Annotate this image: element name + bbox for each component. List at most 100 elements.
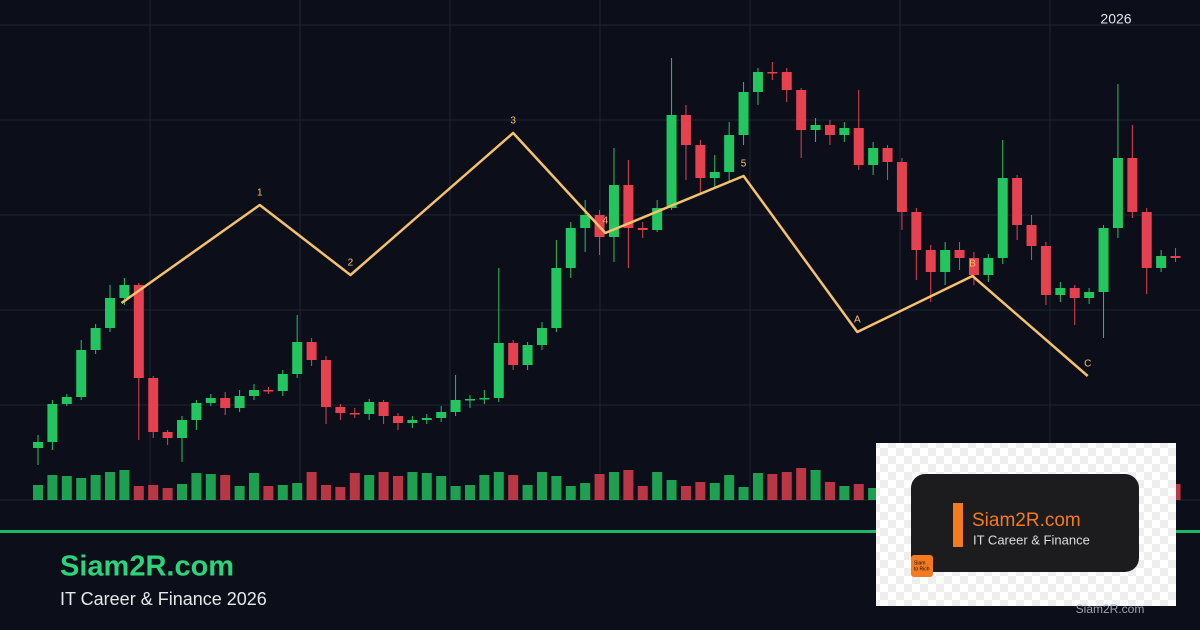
candle-body bbox=[1069, 288, 1080, 298]
candle-body bbox=[61, 397, 72, 404]
candle-body bbox=[1084, 292, 1095, 298]
volume-bar bbox=[76, 478, 87, 500]
candle-body bbox=[1127, 158, 1138, 212]
volume-bar bbox=[796, 468, 807, 500]
candle-body bbox=[133, 285, 144, 378]
wave-label: B bbox=[969, 259, 976, 270]
volume-bar bbox=[738, 487, 749, 500]
candle-body bbox=[680, 115, 691, 145]
badge-bar bbox=[953, 503, 963, 547]
badge-subtitle: IT Career & Finance bbox=[973, 532, 1090, 547]
volume-bar bbox=[148, 485, 159, 500]
candle-body bbox=[781, 72, 792, 90]
wave-label: A bbox=[854, 315, 861, 326]
candle-body bbox=[882, 148, 893, 162]
volume-bar bbox=[680, 486, 691, 500]
candle-body bbox=[724, 135, 735, 172]
candle-body bbox=[824, 125, 835, 135]
volume-bar bbox=[162, 488, 173, 500]
candle-body bbox=[522, 345, 533, 365]
candle-body bbox=[1055, 288, 1066, 295]
volume-bar bbox=[90, 475, 101, 500]
volume-bar bbox=[824, 482, 835, 500]
badge: Siam2R.com IT Career & Finance Siam to R… bbox=[876, 443, 1176, 606]
volume-bar bbox=[479, 475, 490, 500]
volume-bar bbox=[810, 470, 821, 500]
volume-bar bbox=[450, 486, 461, 500]
candle-body bbox=[306, 342, 317, 360]
candle-body bbox=[551, 268, 562, 328]
volume-bar bbox=[349, 473, 360, 500]
candle-body bbox=[90, 328, 101, 350]
candle-body bbox=[292, 342, 303, 374]
volume-bar bbox=[536, 472, 547, 500]
candle-body bbox=[925, 250, 936, 272]
candle-body bbox=[234, 396, 245, 408]
candle-body bbox=[709, 172, 720, 178]
candle-body bbox=[637, 228, 648, 230]
candle-body bbox=[868, 148, 879, 165]
volume-bar bbox=[263, 486, 274, 500]
candle-body bbox=[493, 343, 504, 398]
candle-body bbox=[191, 403, 202, 420]
candle-body bbox=[479, 398, 490, 400]
candle-body bbox=[1098, 228, 1109, 292]
candle-body bbox=[666, 115, 677, 208]
candle-body bbox=[76, 350, 87, 397]
candle-body bbox=[968, 258, 979, 275]
candle-body bbox=[565, 228, 576, 268]
brand-title: Siam2R.com bbox=[60, 551, 234, 583]
volume-bar bbox=[436, 476, 447, 500]
wave-label: 3 bbox=[510, 116, 516, 127]
watermark: Siam2R.com bbox=[1076, 602, 1145, 616]
volume-bar bbox=[637, 486, 648, 500]
candle-body bbox=[277, 374, 288, 391]
volume-bar bbox=[105, 472, 116, 500]
wave-line bbox=[120, 131, 1089, 377]
volume-bar bbox=[781, 472, 792, 500]
badge-icon-text: to Rich bbox=[914, 566, 930, 572]
candle-body bbox=[464, 399, 475, 401]
candle-body bbox=[608, 185, 619, 237]
brand-subtitle: IT Career & Finance 2026 bbox=[60, 589, 267, 609]
candle-body bbox=[47, 404, 58, 442]
candle-body bbox=[450, 400, 461, 412]
volume-bar bbox=[119, 470, 130, 500]
candle-body bbox=[349, 413, 360, 415]
candle-body bbox=[421, 418, 432, 420]
volume-bar bbox=[580, 483, 591, 500]
candle-body bbox=[796, 90, 807, 130]
volume-bar bbox=[234, 486, 245, 500]
candle-body bbox=[364, 402, 375, 414]
candle-body bbox=[148, 378, 159, 432]
candle-body bbox=[248, 390, 259, 396]
candle-body bbox=[580, 215, 591, 228]
candle-body bbox=[810, 125, 821, 130]
candle-body bbox=[752, 72, 763, 92]
candle-body bbox=[162, 432, 173, 438]
divider bbox=[0, 530, 1200, 533]
volume-bar bbox=[695, 482, 706, 500]
candle-body bbox=[335, 407, 346, 413]
volume-bar bbox=[623, 470, 634, 500]
candle-body bbox=[623, 185, 634, 228]
volume-bar bbox=[709, 483, 720, 500]
candle-body bbox=[983, 258, 994, 275]
candle-body bbox=[205, 398, 216, 403]
candle-body bbox=[263, 390, 274, 392]
candle-body bbox=[436, 412, 447, 418]
candle-body bbox=[1012, 178, 1023, 225]
volume-bar bbox=[652, 472, 663, 500]
candle-body bbox=[652, 208, 663, 230]
volume-bar bbox=[177, 484, 188, 500]
volume-bar bbox=[61, 476, 72, 500]
volume-bar bbox=[191, 473, 202, 500]
volume-bar bbox=[839, 486, 850, 500]
volume-bar bbox=[378, 472, 389, 500]
candle-body bbox=[1026, 225, 1037, 246]
candle-body bbox=[392, 416, 403, 423]
candle-body bbox=[508, 343, 519, 365]
candle-body bbox=[839, 128, 850, 135]
